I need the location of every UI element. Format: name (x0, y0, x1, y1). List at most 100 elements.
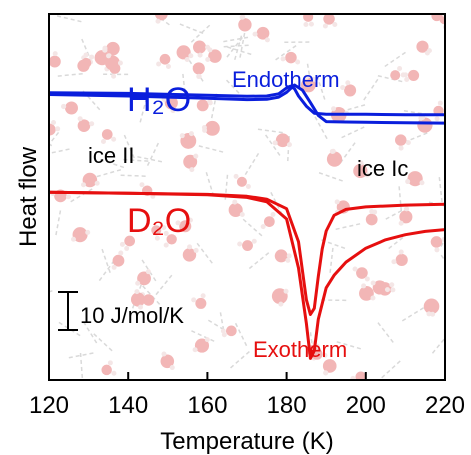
x-axis-title: Temperature (K) (160, 428, 333, 455)
hydrogen-atom (158, 4, 163, 9)
hydrogen-atom (364, 172, 370, 178)
hydrogen-atom (134, 289, 140, 295)
oxygen-atom (112, 254, 125, 267)
hydrogen-bond (223, 44, 250, 48)
hydrogen-bond (122, 158, 149, 162)
hydrogen-atom (111, 264, 117, 270)
hydrogen-atom (329, 148, 335, 154)
oxygen-atom (407, 171, 423, 187)
oxygen-atom (166, 234, 177, 245)
oxygen-atom (196, 99, 209, 112)
hydrogen-atom (106, 53, 112, 59)
hydrogen-bond (190, 329, 215, 342)
hydrogen-atom (89, 121, 95, 127)
hydrogen-atom (80, 182, 86, 188)
hydrogen-atom (272, 140, 278, 146)
hydrogen-atom (188, 131, 194, 137)
hydrogen-atom (193, 153, 199, 159)
hydrogen-atom (65, 194, 71, 200)
hydrogen-atom (89, 54, 95, 60)
x-tick-label: 200 (346, 392, 386, 419)
hydrogen-bond (139, 97, 148, 123)
hydrogen-atom (405, 140, 411, 146)
oxygen-atom (353, 163, 368, 179)
hydrogen-atom (111, 73, 117, 79)
ice-ii-label: ice II (88, 143, 134, 168)
oxygen-atom (399, 210, 413, 224)
hydrogen-atom (193, 247, 199, 253)
hydrogen-bond (190, 24, 211, 43)
oxygen-atom (164, 96, 178, 110)
oxygen-atom (300, 77, 316, 93)
oxygen-atom (77, 119, 91, 133)
hydrogen-atom (201, 125, 207, 131)
hydrogen-atom (429, 7, 434, 12)
hydrogen-bond (225, 36, 243, 59)
hydrogen-atom (239, 212, 245, 218)
oxygen-atom (242, 240, 253, 251)
hydrogen-bond (440, 237, 445, 247)
hydrogen-bond (431, 336, 445, 354)
hydrogen-atom (192, 347, 198, 353)
oxygen-atom (390, 70, 401, 81)
hydrogen-bond (265, 134, 282, 157)
oxygen-atom (183, 154, 198, 169)
hydrogen-bond (57, 321, 81, 337)
hydrogen-atom (403, 72, 409, 78)
hydrogen-atom (280, 56, 286, 62)
hydrogen-bond (96, 168, 123, 178)
hydrogen-atom (175, 220, 181, 226)
oxygen-atom (372, 280, 387, 295)
hydrogen-atom (419, 180, 425, 186)
hydrogen-atom (117, 60, 123, 66)
hydrogen-atom (426, 311, 432, 317)
hydrogen-bond (55, 14, 82, 23)
hydrogen-atom (369, 208, 375, 214)
hydrogen-atom (237, 241, 243, 247)
hydrogen-atom (111, 136, 117, 142)
hydrogen-bond (98, 259, 116, 282)
oxygen-atom (228, 202, 243, 218)
hydrogen-atom (398, 145, 404, 151)
oxygen-atom (208, 49, 222, 63)
hydrogen-bond (384, 206, 409, 221)
oxygen-atom (176, 45, 191, 60)
oxygen-atom (238, 18, 252, 32)
hydrogen-atom (51, 120, 57, 126)
hydrogen-bond (383, 51, 406, 68)
oxygen-atom (431, 14, 442, 22)
hydrogen-atom (184, 57, 190, 63)
oxygen-atom (417, 117, 433, 133)
hydrogen-atom (52, 51, 58, 57)
hydrogen-atom (398, 220, 404, 226)
hydrogen-bond (244, 152, 260, 176)
oxygen-atom (101, 129, 113, 140)
d2o-label: D₂O (127, 202, 191, 240)
oxygen-atom (106, 41, 120, 56)
oxygen-atom (142, 294, 155, 306)
hydrogen-bond (195, 242, 213, 264)
hydrogen-atom (94, 180, 100, 186)
hydrogen-atom (207, 100, 213, 106)
hydrogen-atom (187, 217, 193, 223)
hydrogen-bond (401, 307, 425, 323)
oxygen-atom (226, 325, 237, 337)
h2o-label: H₂O (127, 81, 191, 119)
hydrogen-bond (142, 285, 161, 306)
scale-bar (58, 291, 78, 331)
oxygen-atom (124, 235, 136, 247)
oxygen-atom (395, 134, 407, 146)
hydrogen-atom (55, 126, 61, 132)
hydrogen-bond (257, 128, 284, 134)
oxygen-atom (416, 40, 429, 53)
hydrogen-atom (83, 52, 89, 58)
hydrogen-atom (233, 173, 239, 179)
hydrogen-bond (146, 142, 160, 167)
oxygen-atom (64, 101, 78, 115)
hydrogen-atom (111, 370, 117, 376)
hydrogen-atom (424, 50, 430, 56)
y-axis-title: Heat flow (15, 146, 42, 247)
hydrogen-atom (370, 295, 376, 301)
hydrogen-atom (322, 23, 328, 29)
hydrogen-atom (295, 59, 301, 65)
